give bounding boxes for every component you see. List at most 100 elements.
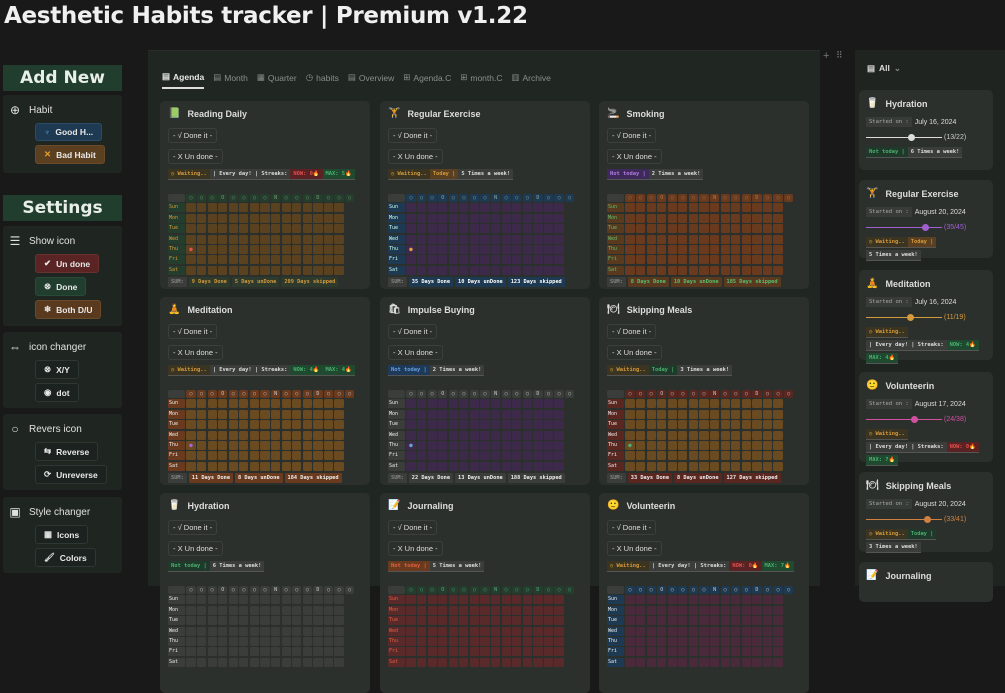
day-cell[interactable]: [427, 255, 437, 265]
day-cell[interactable]: [667, 451, 677, 461]
day-cell[interactable]: [731, 636, 741, 646]
week-header-chip[interactable]: ○: [522, 194, 532, 202]
day-cell[interactable]: [752, 244, 762, 254]
day-cell[interactable]: [459, 461, 469, 471]
day-cell[interactable]: [688, 616, 699, 626]
day-cell[interactable]: [228, 265, 238, 275]
day-cell[interactable]: [752, 234, 762, 244]
day-cell[interactable]: [635, 595, 646, 605]
day-cell[interactable]: [334, 244, 344, 254]
week-header-chip[interactable]: ○: [406, 194, 416, 202]
day-cell[interactable]: [752, 399, 762, 409]
day-cell[interactable]: [635, 647, 646, 657]
day-cell[interactable]: [313, 399, 323, 409]
week-header-chip[interactable]: ○: [292, 586, 302, 594]
day-cell[interactable]: ●: [186, 440, 196, 450]
day-cell[interactable]: [186, 409, 196, 419]
day-cell[interactable]: [448, 626, 458, 636]
day-cell[interactable]: [416, 636, 427, 646]
day-cell[interactable]: [773, 616, 783, 626]
day-cell[interactable]: [752, 461, 762, 471]
day-cell[interactable]: [207, 399, 217, 409]
day-cell[interactable]: [416, 234, 427, 244]
day-cell[interactable]: [281, 595, 291, 605]
week-header-chip[interactable]: ○: [784, 586, 794, 594]
day-cell[interactable]: [406, 409, 416, 419]
day-cell[interactable]: [646, 616, 656, 626]
day-cell[interactable]: [554, 647, 564, 657]
day-cell[interactable]: [249, 616, 260, 626]
habit-title[interactable]: Hydration: [885, 98, 928, 109]
day-cell[interactable]: [533, 461, 543, 471]
day-cell[interactable]: [459, 616, 469, 626]
day-cell[interactable]: [260, 616, 270, 626]
day-cell[interactable]: [731, 461, 741, 471]
day-cell[interactable]: [710, 451, 720, 461]
habit-title[interactable]: Journaling: [407, 500, 454, 511]
week-header-chip[interactable]: ○: [249, 390, 260, 398]
week-header-chip[interactable]: ○: [345, 390, 355, 398]
day-cell[interactable]: [667, 647, 677, 657]
day-cell[interactable]: [773, 440, 783, 450]
week-header-chip[interactable]: D: [533, 194, 543, 202]
day-cell[interactable]: [427, 420, 437, 430]
day-cell[interactable]: [543, 224, 554, 234]
day-cell[interactable]: [741, 636, 751, 646]
day-cell[interactable]: [522, 451, 532, 461]
day-cell[interactable]: [554, 626, 564, 636]
week-header-chip[interactable]: ○: [635, 194, 646, 202]
day-cell[interactable]: [292, 461, 302, 471]
day-cell[interactable]: [731, 399, 741, 409]
week-header-chip[interactable]: ○: [773, 586, 783, 594]
week-header-chip[interactable]: ○: [731, 194, 741, 202]
day-cell[interactable]: [228, 420, 238, 430]
day-cell[interactable]: [427, 409, 437, 419]
day-cell[interactable]: [657, 265, 667, 275]
day-cell[interactable]: [501, 595, 511, 605]
day-cell[interactable]: [196, 595, 207, 605]
day-cell[interactable]: [406, 213, 416, 223]
day-cell[interactable]: [207, 616, 217, 626]
done-it-button[interactable]: - √ Done it -: [168, 128, 218, 143]
week-header-chip[interactable]: ○: [554, 390, 564, 398]
day-cell[interactable]: [448, 399, 458, 409]
day-cell[interactable]: [501, 616, 511, 626]
day-cell[interactable]: [218, 234, 228, 244]
day-cell[interactable]: [260, 626, 270, 636]
day-cell[interactable]: [427, 399, 437, 409]
day-cell[interactable]: [469, 420, 480, 430]
day-cell[interactable]: [512, 605, 522, 615]
day-cell[interactable]: [469, 409, 480, 419]
day-cell[interactable]: [773, 224, 783, 234]
day-cell[interactable]: [239, 409, 249, 419]
week-header-chip[interactable]: N: [491, 390, 501, 398]
day-cell[interactable]: [334, 224, 344, 234]
day-cell[interactable]: [292, 440, 302, 450]
day-cell[interactable]: [773, 213, 783, 223]
day-cell[interactable]: [323, 657, 334, 667]
day-cell[interactable]: [323, 224, 334, 234]
day-cell[interactable]: [271, 461, 281, 471]
day-cell[interactable]: [416, 616, 427, 626]
day-cell[interactable]: [741, 244, 751, 254]
day-cell[interactable]: [512, 430, 522, 440]
day-cell[interactable]: [459, 605, 469, 615]
day-cell[interactable]: [228, 234, 238, 244]
day-cell[interactable]: [522, 244, 532, 254]
day-cell[interactable]: [416, 265, 427, 275]
day-cell[interactable]: [491, 595, 501, 605]
week-header-chip[interactable]: ○: [522, 390, 532, 398]
day-cell[interactable]: [522, 657, 532, 667]
day-cell[interactable]: [416, 657, 427, 667]
done-it-button[interactable]: - √ Done it -: [168, 520, 218, 535]
day-cell[interactable]: [207, 213, 217, 223]
day-cell[interactable]: [239, 595, 249, 605]
habit-title[interactable]: Meditation: [885, 278, 931, 289]
week-header-chip[interactable]: ○: [625, 390, 635, 398]
day-cell[interactable]: [207, 451, 217, 461]
day-cell[interactable]: [438, 657, 448, 667]
day-cell[interactable]: [438, 636, 448, 646]
day-cell[interactable]: [512, 647, 522, 657]
week-header-chip[interactable]: ○: [249, 586, 260, 594]
day-cell[interactable]: [249, 647, 260, 657]
